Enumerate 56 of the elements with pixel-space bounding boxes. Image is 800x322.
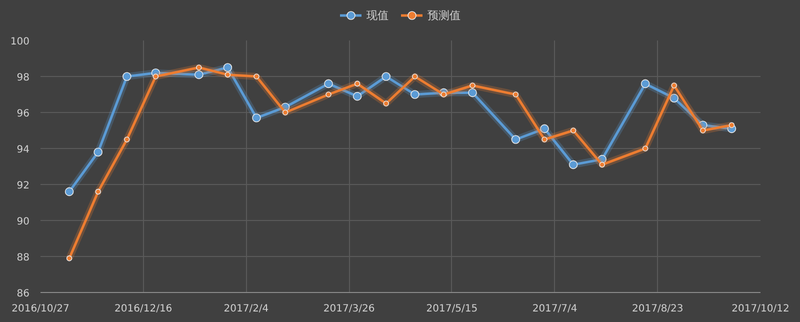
point: [511, 135, 520, 144]
point: [383, 100, 389, 106]
point: [194, 70, 204, 80]
point: [95, 188, 101, 195]
x-tick-label: 2017/3/26: [323, 304, 375, 314]
point: [470, 82, 476, 88]
point: [410, 90, 420, 99]
x-tick-label: 2016/12/16: [114, 304, 172, 314]
x-tick-label: 2017/10/12: [732, 304, 790, 314]
x-tick-label: 2017/5/15: [426, 304, 478, 314]
point: [570, 128, 576, 134]
point: [642, 146, 648, 152]
point: [282, 110, 288, 116]
y-tick-label: 98: [16, 72, 30, 84]
point: [440, 92, 447, 98]
point: [66, 255, 72, 262]
point: [728, 122, 735, 128]
point: [468, 88, 477, 98]
point: [700, 128, 706, 134]
legend-label: 预测值: [428, 8, 460, 22]
point: [354, 80, 360, 87]
point: [382, 72, 390, 81]
y-tick-label: 94: [16, 144, 30, 156]
point: [540, 124, 549, 134]
point: [196, 64, 202, 70]
point: [252, 114, 261, 122]
y-tick-label: 86: [16, 288, 30, 300]
y-tick-label: 92: [16, 180, 30, 192]
point: [542, 136, 548, 142]
point: [94, 148, 102, 156]
point: [224, 72, 231, 78]
point: [122, 72, 132, 81]
point: [512, 92, 519, 98]
y-tick-label: 96: [16, 108, 30, 120]
legend-label: 现值: [366, 8, 388, 22]
x-tick-label: 2017/2/4: [224, 304, 269, 314]
point: [64, 187, 74, 196]
point: [254, 74, 260, 80]
x-tick-label: 2017/8/23: [632, 304, 684, 314]
point: [568, 160, 578, 170]
y-tick-label: 90: [16, 216, 30, 228]
point: [326, 92, 332, 98]
point: [352, 92, 362, 101]
x-tick-label: 2017/7/4: [532, 304, 578, 314]
point: [640, 79, 650, 88]
point: [324, 79, 333, 88]
point: [599, 162, 605, 168]
x-tick-label: 2016/10/27: [12, 304, 70, 314]
y-tick-label: 100: [10, 36, 30, 48]
point: [671, 82, 677, 88]
point: [152, 74, 159, 80]
point: [124, 136, 130, 142]
y-tick-label: 88: [16, 252, 30, 264]
point: [670, 94, 678, 102]
point: [412, 74, 418, 80]
point: [223, 63, 232, 72]
